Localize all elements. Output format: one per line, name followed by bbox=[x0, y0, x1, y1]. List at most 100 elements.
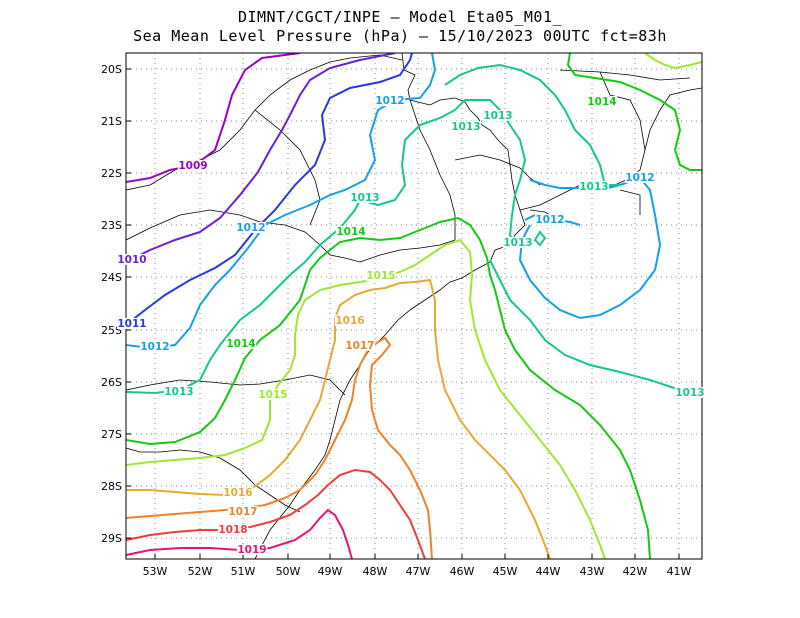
isobar-1015 bbox=[126, 238, 606, 559]
contour-label-bg bbox=[116, 254, 148, 265]
contour-label-bg bbox=[335, 226, 367, 237]
contour-label-1014: 1014 bbox=[226, 338, 255, 350]
contour-label-1012: 1012 bbox=[236, 222, 265, 234]
x-tick-label: 41W bbox=[667, 565, 692, 578]
coastline-and-borders bbox=[126, 53, 702, 559]
isobars bbox=[126, 53, 702, 559]
contour-label-bg bbox=[349, 192, 381, 203]
contour-label-bg bbox=[257, 389, 289, 400]
isobar-1019 bbox=[126, 508, 353, 559]
contour-label-1014: 1014 bbox=[587, 96, 616, 108]
contour-label-bg bbox=[222, 487, 254, 498]
y-tick-label: 25S bbox=[101, 324, 122, 337]
isobar-1010 bbox=[126, 53, 396, 263]
state-border bbox=[559, 69, 691, 81]
y-tick-label: 22S bbox=[101, 167, 122, 180]
contour-label-1015: 1015 bbox=[258, 389, 287, 401]
contour-label-bg bbox=[534, 214, 566, 225]
isobar-1013 bbox=[126, 99, 527, 395]
contour-label-bg bbox=[163, 386, 195, 397]
state-border bbox=[409, 99, 456, 240]
x-tick-label: 52W bbox=[188, 565, 213, 578]
contour-label-1018: 1018 bbox=[218, 524, 247, 536]
contour-label-bg bbox=[586, 96, 618, 107]
state-border bbox=[126, 374, 346, 396]
contour-label-1017: 1017 bbox=[345, 340, 374, 352]
state-border bbox=[599, 71, 646, 151]
map-frame bbox=[125, 52, 703, 560]
x-tick-label: 48W bbox=[363, 565, 388, 578]
contour-label-1016: 1016 bbox=[335, 315, 364, 327]
contour-label-1011: 1011 bbox=[117, 318, 146, 330]
contour-label-bg bbox=[482, 110, 514, 121]
x-tick-label: 46W bbox=[450, 565, 475, 578]
contour-label-1014: 1014 bbox=[336, 226, 365, 238]
y-tick-label: 28S bbox=[101, 480, 122, 493]
contour-label-bg bbox=[624, 172, 656, 183]
isobar-1013 bbox=[533, 230, 547, 247]
contour-label-bg bbox=[236, 544, 268, 555]
y-tick-label: 29S bbox=[101, 532, 122, 545]
contour-label-1012: 1012 bbox=[535, 214, 564, 226]
contour-label-1013: 1013 bbox=[350, 192, 379, 204]
contour-label-bg bbox=[578, 181, 610, 192]
contour-label-bg bbox=[344, 340, 376, 351]
isobar-1016 bbox=[126, 278, 551, 559]
isobar-1012 bbox=[126, 53, 437, 350]
isobar-1017 bbox=[126, 336, 433, 559]
contour-label-1015: 1015 bbox=[366, 270, 395, 282]
isobar-1011 bbox=[126, 53, 413, 326]
contour-label-1010: 1010 bbox=[117, 254, 146, 266]
contour-label-1013: 1013 bbox=[503, 237, 532, 249]
x-tick-label: 51W bbox=[231, 565, 256, 578]
x-tick-label: 50W bbox=[276, 565, 301, 578]
contour-labels: 1009101010111012101210121012101210131013… bbox=[116, 95, 706, 556]
x-tick-label: 45W bbox=[493, 565, 518, 578]
contour-label-1012: 1012 bbox=[625, 172, 654, 184]
y-tick-label: 27S bbox=[101, 428, 122, 441]
contour-label-bg bbox=[225, 338, 257, 349]
contour-label-1013: 1013 bbox=[675, 387, 704, 399]
x-tick-label: 47W bbox=[406, 565, 431, 578]
state-border bbox=[254, 109, 321, 226]
state-border bbox=[126, 447, 301, 513]
isobar-1013 bbox=[489, 259, 702, 396]
x-tick-label: 43W bbox=[580, 565, 605, 578]
contour-label-1016: 1016 bbox=[223, 487, 252, 499]
x-tick-label: 49W bbox=[318, 565, 343, 578]
contour-label-bg bbox=[674, 387, 706, 398]
contour-label-1009: 1009 bbox=[178, 160, 207, 172]
isobar-1013 bbox=[444, 63, 620, 186]
isobar-1009 bbox=[126, 53, 301, 183]
contour-label-1012: 1012 bbox=[140, 341, 169, 353]
contour-label-bg bbox=[450, 121, 482, 132]
isobar-1014 bbox=[126, 216, 651, 559]
isobar-1015 bbox=[644, 53, 702, 70]
contour-label-bg bbox=[139, 341, 171, 352]
axis-ticks: 53W 52W 51W 50W 49W 48W 47W 46W 45W 44W 43W 42W 41W 2… bbox=[101, 63, 692, 578]
y-tick-label: 26S bbox=[101, 376, 122, 389]
y-tick-label: 21S bbox=[101, 115, 122, 128]
contour-label-bg bbox=[235, 222, 267, 233]
isobar-1018 bbox=[126, 468, 426, 559]
contour-label-bg bbox=[227, 506, 259, 517]
y-tick-label: 20S bbox=[101, 63, 122, 76]
contour-label-bg bbox=[374, 95, 406, 106]
y-tick-label: 24S bbox=[101, 271, 122, 284]
isobar-1012 bbox=[518, 176, 662, 320]
y-tick-label: 23S bbox=[101, 219, 122, 232]
contour-label-1017: 1017 bbox=[228, 506, 257, 518]
contour-label-1013: 1013 bbox=[451, 121, 480, 133]
x-tick-label: 44W bbox=[536, 565, 561, 578]
contour-label-1013: 1013 bbox=[579, 181, 608, 193]
contour-label-bg bbox=[334, 315, 366, 326]
contour-label-bg bbox=[177, 160, 209, 171]
isobar-1014 bbox=[566, 53, 702, 171]
contour-label-bg bbox=[365, 270, 397, 281]
state-border bbox=[126, 54, 403, 191]
contour-label-bg bbox=[217, 524, 249, 535]
x-tick-label: 42W bbox=[623, 565, 648, 578]
contour-label-1013: 1013 bbox=[483, 110, 512, 122]
state-border bbox=[454, 154, 541, 186]
